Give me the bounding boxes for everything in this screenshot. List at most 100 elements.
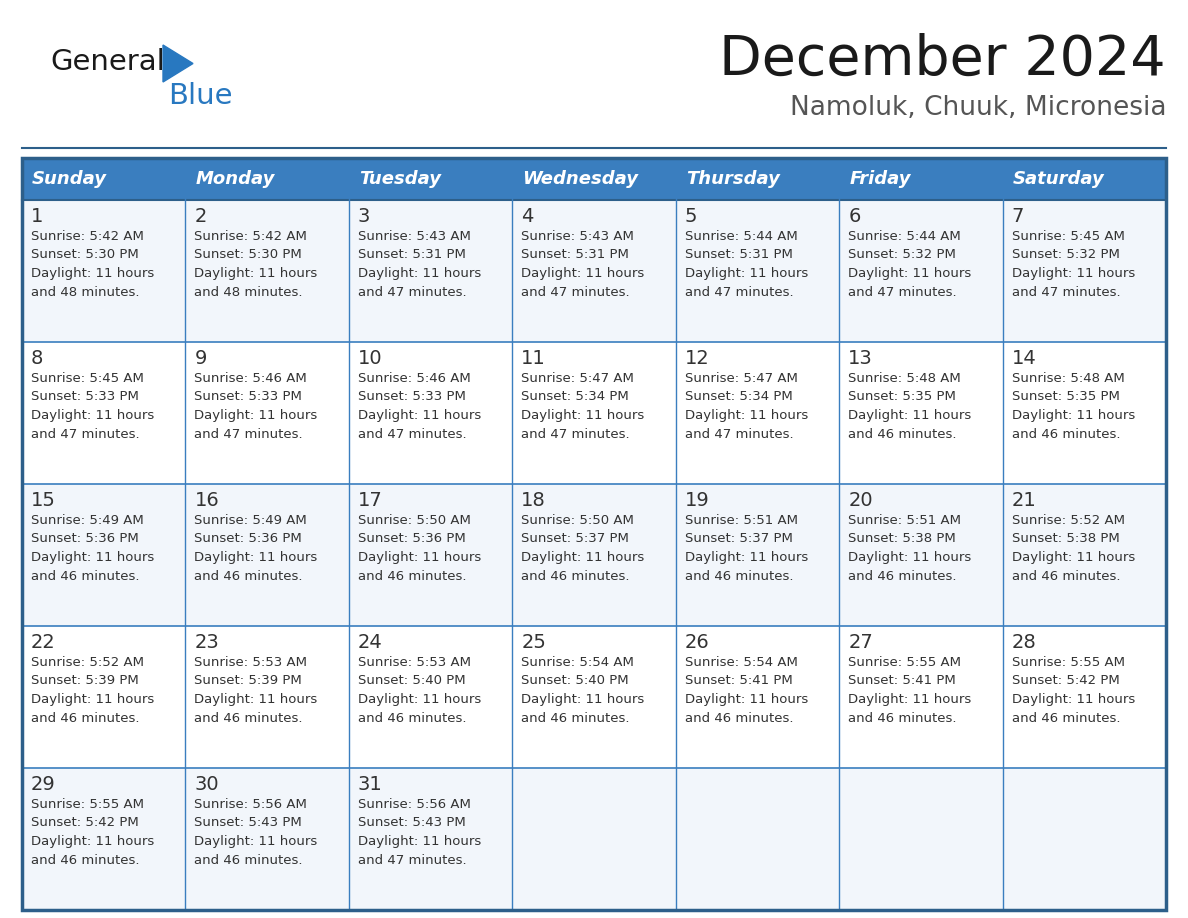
Text: and 47 minutes.: and 47 minutes. [1011, 286, 1120, 299]
Text: Sunset: 5:33 PM: Sunset: 5:33 PM [358, 390, 466, 404]
Text: Daylight: 11 hours: Daylight: 11 hours [31, 552, 154, 565]
Text: Daylight: 11 hours: Daylight: 11 hours [358, 409, 481, 422]
Text: Sunrise: 5:53 AM: Sunrise: 5:53 AM [358, 655, 470, 668]
Text: December 2024: December 2024 [720, 33, 1165, 87]
Text: Sunrise: 5:48 AM: Sunrise: 5:48 AM [1011, 372, 1124, 385]
Text: Sunset: 5:43 PM: Sunset: 5:43 PM [195, 816, 302, 830]
Text: and 47 minutes.: and 47 minutes. [358, 429, 467, 442]
Text: 13: 13 [848, 349, 873, 367]
Text: and 47 minutes.: and 47 minutes. [684, 429, 794, 442]
Text: Sunset: 5:43 PM: Sunset: 5:43 PM [358, 816, 466, 830]
Text: Sunrise: 5:55 AM: Sunrise: 5:55 AM [848, 655, 961, 668]
Text: Namoluk, Chuuk, Micronesia: Namoluk, Chuuk, Micronesia [790, 95, 1165, 121]
Text: and 46 minutes.: and 46 minutes. [848, 429, 956, 442]
Text: and 47 minutes.: and 47 minutes. [358, 855, 467, 868]
Text: and 46 minutes.: and 46 minutes. [522, 712, 630, 725]
Text: Sunset: 5:33 PM: Sunset: 5:33 PM [195, 390, 302, 404]
Text: Sunset: 5:34 PM: Sunset: 5:34 PM [684, 390, 792, 404]
Text: Sunrise: 5:46 AM: Sunrise: 5:46 AM [358, 372, 470, 385]
Text: and 46 minutes.: and 46 minutes. [195, 570, 303, 584]
Bar [23, 158, 1165, 910]
Text: Sunrise: 5:56 AM: Sunrise: 5:56 AM [358, 798, 470, 811]
Text: Sunrise: 5:51 AM: Sunrise: 5:51 AM [848, 513, 961, 527]
Text: and 46 minutes.: and 46 minutes. [195, 855, 303, 868]
Text: Sunrise: 5:44 AM: Sunrise: 5:44 AM [848, 230, 961, 242]
Text: 12: 12 [684, 349, 709, 367]
Text: and 48 minutes.: and 48 minutes. [195, 286, 303, 299]
Text: and 46 minutes.: and 46 minutes. [358, 570, 467, 584]
Text: 7: 7 [1011, 207, 1024, 226]
Text: Sunset: 5:39 PM: Sunset: 5:39 PM [31, 675, 139, 688]
Text: Sunrise: 5:48 AM: Sunrise: 5:48 AM [848, 372, 961, 385]
Text: 3: 3 [358, 207, 371, 226]
Text: Sunrise: 5:52 AM: Sunrise: 5:52 AM [1011, 513, 1125, 527]
Text: Tuesday: Tuesday [359, 170, 441, 188]
Polygon shape [163, 45, 192, 82]
Text: and 46 minutes.: and 46 minutes. [848, 570, 956, 584]
Text: and 48 minutes.: and 48 minutes. [31, 286, 139, 299]
Text: and 46 minutes.: and 46 minutes. [1011, 570, 1120, 584]
Text: Daylight: 11 hours: Daylight: 11 hours [31, 409, 154, 422]
Text: Sunset: 5:36 PM: Sunset: 5:36 PM [358, 532, 466, 545]
Text: Wednesday: Wednesday [523, 170, 638, 188]
Text: Daylight: 11 hours: Daylight: 11 hours [195, 409, 317, 422]
Text: Sunday: Sunday [32, 170, 107, 188]
Text: Daylight: 11 hours: Daylight: 11 hours [522, 267, 645, 281]
Text: 23: 23 [195, 633, 219, 652]
Text: Sunrise: 5:55 AM: Sunrise: 5:55 AM [31, 798, 144, 811]
Text: 24: 24 [358, 633, 383, 652]
Text: Sunset: 5:35 PM: Sunset: 5:35 PM [848, 390, 956, 404]
Text: Sunset: 5:38 PM: Sunset: 5:38 PM [1011, 532, 1119, 545]
Text: and 46 minutes.: and 46 minutes. [848, 712, 956, 725]
Text: Daylight: 11 hours: Daylight: 11 hours [358, 693, 481, 707]
Text: 5: 5 [684, 207, 697, 226]
Text: Daylight: 11 hours: Daylight: 11 hours [684, 409, 808, 422]
Text: 8: 8 [31, 349, 44, 367]
Text: and 46 minutes.: and 46 minutes. [684, 570, 794, 584]
Text: Daylight: 11 hours: Daylight: 11 hours [31, 835, 154, 848]
Text: Sunrise: 5:51 AM: Sunrise: 5:51 AM [684, 513, 797, 527]
Text: Sunrise: 5:42 AM: Sunrise: 5:42 AM [195, 230, 308, 242]
Text: and 47 minutes.: and 47 minutes. [684, 286, 794, 299]
Text: Daylight: 11 hours: Daylight: 11 hours [684, 693, 808, 707]
Text: and 46 minutes.: and 46 minutes. [195, 712, 303, 725]
Text: Sunrise: 5:52 AM: Sunrise: 5:52 AM [31, 655, 144, 668]
Text: Daylight: 11 hours: Daylight: 11 hours [684, 552, 808, 565]
Text: Sunset: 5:41 PM: Sunset: 5:41 PM [684, 675, 792, 688]
Text: Sunset: 5:32 PM: Sunset: 5:32 PM [848, 249, 956, 262]
Text: Sunset: 5:35 PM: Sunset: 5:35 PM [1011, 390, 1119, 404]
Text: Blue: Blue [168, 82, 233, 110]
Text: Thursday: Thursday [685, 170, 779, 188]
Bar [23, 342, 1165, 484]
Text: Sunrise: 5:45 AM: Sunrise: 5:45 AM [31, 372, 144, 385]
Text: 22: 22 [31, 633, 56, 652]
Text: 27: 27 [848, 633, 873, 652]
Text: and 47 minutes.: and 47 minutes. [358, 286, 467, 299]
Text: and 46 minutes.: and 46 minutes. [1011, 429, 1120, 442]
Text: Daylight: 11 hours: Daylight: 11 hours [848, 693, 972, 707]
Text: Sunset: 5:41 PM: Sunset: 5:41 PM [848, 675, 956, 688]
Text: 9: 9 [195, 349, 207, 367]
Text: Daylight: 11 hours: Daylight: 11 hours [195, 552, 317, 565]
Text: and 46 minutes.: and 46 minutes. [522, 570, 630, 584]
Text: Daylight: 11 hours: Daylight: 11 hours [195, 835, 317, 848]
Text: Sunset: 5:34 PM: Sunset: 5:34 PM [522, 390, 628, 404]
Text: Sunrise: 5:54 AM: Sunrise: 5:54 AM [684, 655, 797, 668]
Text: 20: 20 [848, 490, 873, 509]
Text: Daylight: 11 hours: Daylight: 11 hours [684, 267, 808, 281]
Text: Sunset: 5:42 PM: Sunset: 5:42 PM [1011, 675, 1119, 688]
Text: 18: 18 [522, 490, 546, 509]
Text: Sunrise: 5:50 AM: Sunrise: 5:50 AM [358, 513, 470, 527]
Text: Sunrise: 5:46 AM: Sunrise: 5:46 AM [195, 372, 308, 385]
Text: Sunset: 5:40 PM: Sunset: 5:40 PM [358, 675, 466, 688]
Text: Sunset: 5:31 PM: Sunset: 5:31 PM [522, 249, 630, 262]
Text: Daylight: 11 hours: Daylight: 11 hours [1011, 693, 1135, 707]
Text: Sunset: 5:37 PM: Sunset: 5:37 PM [522, 532, 630, 545]
Text: Daylight: 11 hours: Daylight: 11 hours [522, 693, 645, 707]
Text: Sunrise: 5:56 AM: Sunrise: 5:56 AM [195, 798, 308, 811]
Text: Sunrise: 5:45 AM: Sunrise: 5:45 AM [1011, 230, 1125, 242]
Text: Sunrise: 5:53 AM: Sunrise: 5:53 AM [195, 655, 308, 668]
Text: Sunrise: 5:43 AM: Sunrise: 5:43 AM [522, 230, 634, 242]
Text: Daylight: 11 hours: Daylight: 11 hours [358, 267, 481, 281]
Text: 4: 4 [522, 207, 533, 226]
